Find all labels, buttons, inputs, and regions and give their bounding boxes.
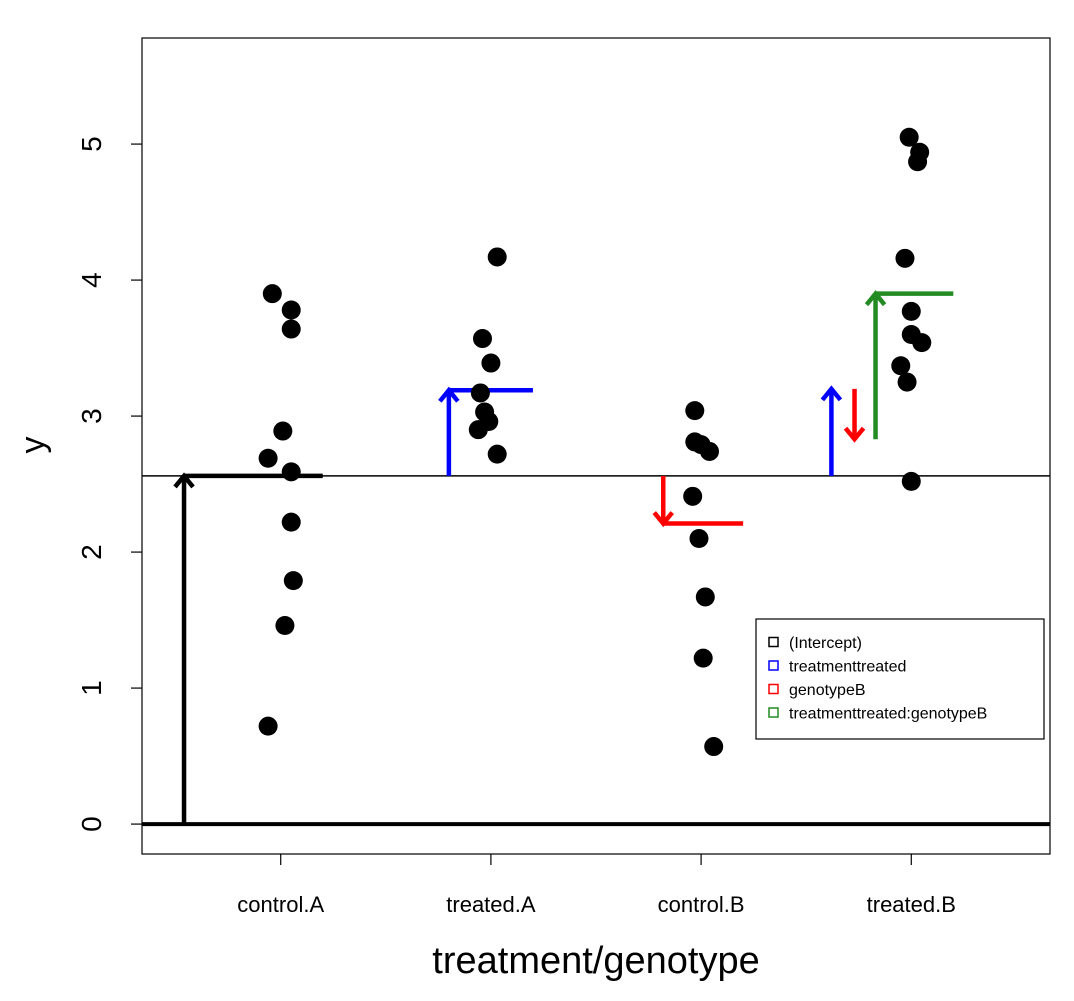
x-axis: control.A treated.A control.B treated.B	[237, 854, 956, 917]
legend-key	[768, 707, 779, 718]
y-tick-label: 2	[76, 544, 107, 560]
legend-label: genotypeB	[789, 682, 866, 699]
legend-key	[768, 660, 779, 671]
legend-key	[768, 636, 779, 648]
y-tick-label: 4	[76, 272, 107, 288]
data-point	[281, 300, 301, 320]
coefficient-arrow	[864, 290, 954, 440]
legend-label: treatmenttreated	[789, 659, 906, 676]
arrow-head	[820, 385, 843, 402]
x-tick-label: treated.B	[867, 892, 956, 917]
data-point	[281, 319, 301, 339]
data-point	[901, 301, 921, 321]
data-point	[693, 648, 713, 668]
data-point	[683, 486, 703, 506]
data-point	[700, 441, 719, 461]
legend-box	[755, 618, 1045, 740]
coefficient-arrow	[652, 475, 744, 528]
data-point	[262, 284, 282, 304]
data-point	[487, 247, 507, 267]
data-point	[897, 372, 917, 392]
legend: (Intercept) treatmenttreated genotypeB trea…	[755, 618, 1045, 740]
legend-key	[768, 683, 779, 695]
data-point	[891, 356, 911, 376]
data-point	[273, 421, 293, 441]
legend-label: (Intercept)	[789, 635, 862, 652]
y-tick-label: 0	[76, 816, 107, 832]
data-point	[481, 353, 501, 373]
data-point	[258, 448, 278, 468]
data-point	[275, 616, 295, 636]
data-point	[258, 716, 278, 736]
data-point	[283, 571, 303, 591]
data-point	[901, 471, 921, 491]
data-point	[281, 462, 301, 482]
data-points	[258, 127, 932, 757]
coefficient-arrow	[438, 386, 533, 476]
data-point	[899, 127, 919, 147]
y-axis-title: y	[14, 437, 52, 454]
data-point	[689, 528, 709, 548]
y-tick-label: 1	[76, 680, 107, 696]
data-point	[468, 420, 488, 440]
y-tick-label: 5	[76, 136, 107, 152]
y-tick-label: 3	[76, 408, 107, 424]
coefficient-arrow	[820, 385, 843, 476]
arrow-head	[843, 426, 866, 443]
x-tick-label: treated.A	[446, 892, 536, 917]
data-point	[695, 587, 715, 607]
data-point	[281, 512, 301, 532]
data-point	[895, 248, 915, 268]
x-tick-label: control.B	[658, 892, 745, 917]
data-point	[470, 383, 490, 403]
data-point	[473, 329, 492, 349]
plot-frame	[141, 37, 1051, 855]
coefficient-arrows	[173, 290, 954, 825]
data-point	[704, 737, 724, 757]
legend-label: treatmenttreated:genotypeB	[789, 706, 987, 723]
coefficient-arrow	[843, 388, 866, 443]
x-tick-label: control.A	[237, 892, 324, 917]
data-point	[685, 401, 705, 421]
data-point	[487, 444, 507, 464]
data-point	[912, 333, 932, 353]
x-axis-title: treatment/genotype	[432, 940, 759, 982]
y-axis: 0 1 2 3 4 5	[76, 136, 142, 832]
data-point	[908, 152, 928, 172]
